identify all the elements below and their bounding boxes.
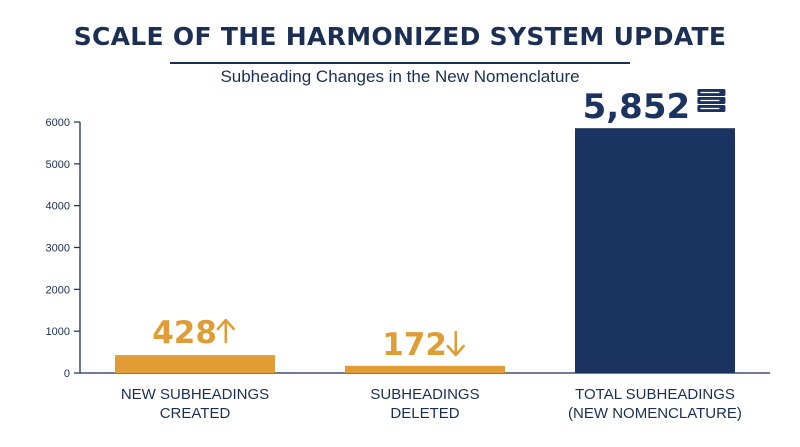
y-tick-label: 0	[64, 368, 70, 380]
y-tick-label: 5000	[46, 159, 70, 171]
chart-title: SCALE OF THE HARMONIZED SYSTEM UPDATE	[73, 22, 727, 51]
books-icon	[697, 89, 726, 112]
data-label: 172	[382, 327, 447, 363]
x-tick-label: (NEW NOMENCLATURE)	[568, 405, 742, 422]
y-tick-label: 3000	[46, 243, 70, 255]
y-tick-label: 4000	[46, 201, 70, 213]
data-label: 5,852	[583, 87, 691, 127]
y-tick-label: 1000	[46, 326, 70, 338]
chart-subtitle: Subheading Changes in the New Nomenclatu…	[220, 67, 580, 86]
x-tick-label: DELETED	[390, 405, 459, 422]
data-label: 428	[152, 315, 217, 351]
bar	[115, 355, 275, 373]
down-arrow-icon	[446, 330, 466, 357]
x-tick-label: CREATED	[160, 405, 231, 422]
bar	[345, 365, 505, 373]
up-arrow-icon	[216, 318, 236, 344]
bar	[575, 128, 735, 373]
title-divider	[170, 62, 630, 64]
x-tick-label: NEW SUBHEADINGS	[121, 386, 269, 403]
y-tick-label: 6000	[46, 117, 70, 129]
x-tick-label: SUBHEADINGS	[370, 386, 479, 403]
x-tick-label: TOTAL SUBHEADINGS	[575, 386, 735, 403]
y-tick-label: 2000	[46, 284, 70, 296]
